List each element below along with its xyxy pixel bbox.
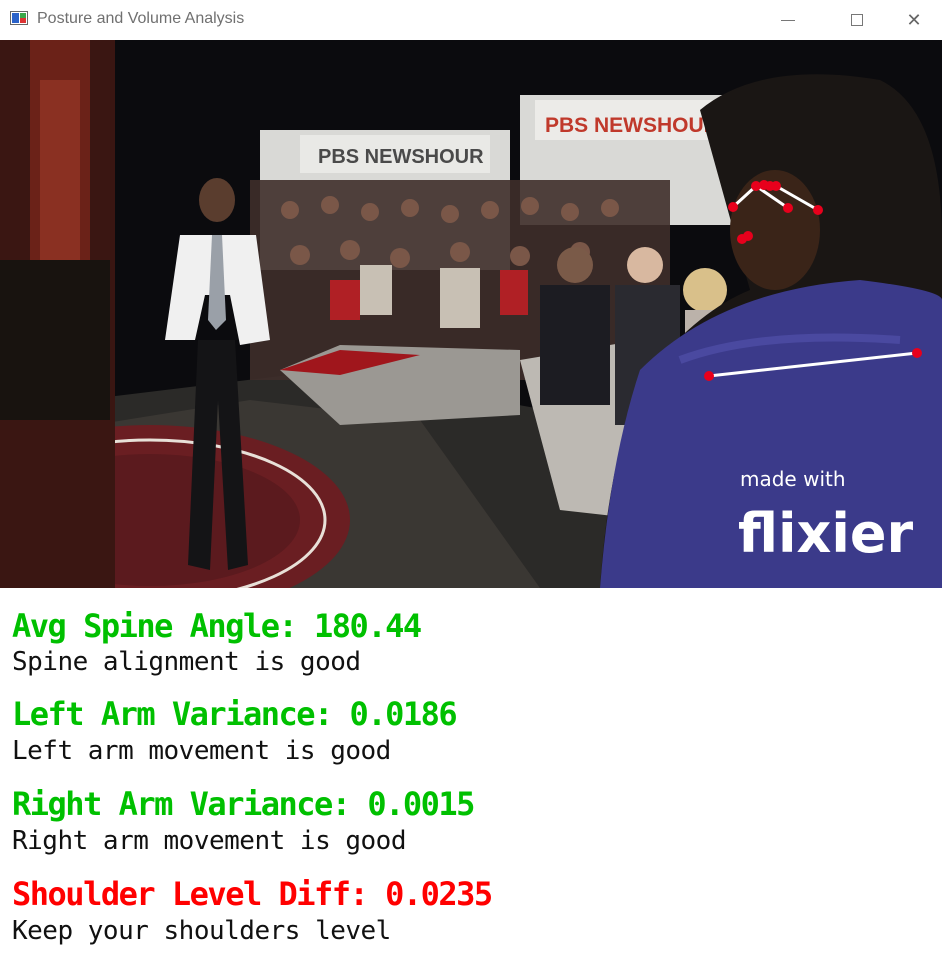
shoulder-level-metric: Shoulder Level Diff: 0.0235 — [12, 875, 493, 913]
keypoint-left-eye-outer — [728, 202, 738, 212]
title-bar[interactable]: Posture and Volume Analysis ✕ — [0, 0, 942, 40]
watermark-line1: made with — [740, 467, 846, 491]
video-frame: PBS NEWSHOUR PBS NEWSHOUR — [0, 40, 942, 588]
watermark-line2: flixier — [738, 502, 914, 565]
shoulder-level-message: Keep your shoulders level — [12, 916, 391, 946]
minimize-icon — [781, 19, 795, 21]
keypoint-right-ear — [783, 203, 793, 213]
banner-left-text: PBS NEWSHOUR — [318, 146, 484, 168]
minimize-button[interactable] — [760, 0, 816, 40]
keypoint-right-eye-outer — [813, 205, 823, 215]
banner-right-text: PBS NEWSHOUR — [545, 114, 719, 137]
spine-angle-message: Spine alignment is good — [12, 647, 361, 677]
app-window-icon — [10, 11, 28, 25]
analysis-panel: Avg Spine Angle: 180.44 Spine alignment … — [0, 588, 942, 976]
close-button[interactable]: ✕ — [886, 0, 942, 40]
video-scene: PBS NEWSHOUR PBS NEWSHOUR — [0, 40, 942, 588]
keypoint-nose — [751, 181, 761, 191]
close-icon: ✕ — [906, 9, 922, 31]
pose-keypoints — [704, 180, 922, 381]
maximize-button[interactable] — [829, 0, 885, 40]
keypoint-mouth-right — [743, 231, 753, 241]
right-arm-message: Right arm movement is good — [12, 826, 407, 856]
maximize-icon — [851, 14, 863, 26]
left-arm-message: Left arm movement is good — [12, 736, 391, 766]
keypoint-right-shoulder — [912, 348, 922, 358]
keypoint-left-shoulder — [704, 371, 714, 381]
keypoint-right-eye — [771, 181, 781, 191]
window-title: Posture and Volume Analysis — [37, 10, 245, 27]
right-arm-variance-metric: Right Arm Variance: 0.0015 — [12, 785, 475, 823]
left-arm-variance-metric: Left Arm Variance: 0.0186 — [12, 695, 458, 733]
spine-angle-metric: Avg Spine Angle: 180.44 — [12, 607, 422, 645]
